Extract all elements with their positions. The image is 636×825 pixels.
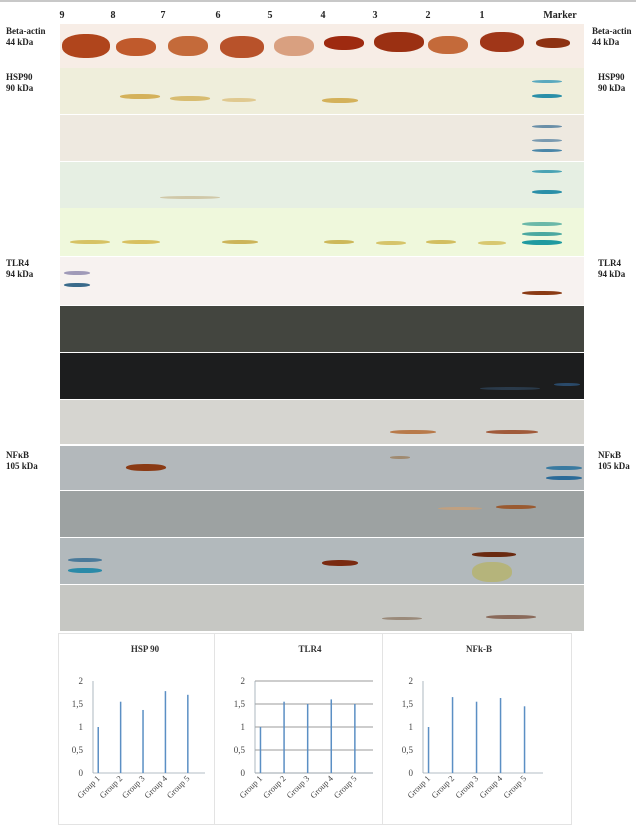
bar <box>187 694 189 773</box>
tlr4-label-left: TLR4 94 kDa <box>6 258 34 279</box>
y-tick-label: 0 <box>79 768 84 778</box>
lane-number: 1 <box>479 10 485 21</box>
blot-hsp90-2 <box>60 115 584 161</box>
chart-title: HSP 90 <box>131 644 160 654</box>
beta-actin-label-right: Beta-actin 44 kDa <box>592 26 632 47</box>
nfkb-label-left: NFκB 105 kDa <box>6 450 38 471</box>
chart-title: TLR4 <box>298 644 322 654</box>
y-tick-label: 2 <box>79 676 84 686</box>
blot-tlr4-dark-2 <box>60 353 584 399</box>
chart-title: NFk-B <box>466 644 492 654</box>
lane-number: 3 <box>372 10 378 21</box>
lane-number: 5 <box>267 10 273 21</box>
x-tick-label: Group 2 <box>97 773 124 800</box>
x-tick-label: Group 3 <box>120 773 147 800</box>
bar <box>499 698 502 773</box>
x-tick-label: Group 5 <box>332 773 359 800</box>
lane-number: 7 <box>160 10 166 21</box>
bar <box>97 727 99 773</box>
blot-tlr4 <box>60 257 584 305</box>
y-tick-label: 0,5 <box>72 745 84 755</box>
lane-number: 8 <box>110 10 116 21</box>
x-tick-label: Group 4 <box>142 773 169 800</box>
lane-number: 9 <box>59 10 65 21</box>
y-tick-label: 2 <box>241 676 246 686</box>
bar <box>259 727 262 773</box>
blot-nfkb-5 <box>60 585 584 631</box>
bar <box>283 701 285 773</box>
x-tick-label: Group 5 <box>501 773 528 800</box>
x-tick-label: Group 5 <box>165 773 192 800</box>
lane-number: 6 <box>215 10 221 21</box>
tlr4-label-right: TLR4 94 kDa <box>598 258 626 279</box>
blot-nfkb-1 <box>60 400 584 444</box>
hsp90-label-right: HSP90 90 kDa <box>598 72 626 93</box>
x-tick-label: Group 2 <box>429 773 456 800</box>
y-tick-label: 0,5 <box>234 745 246 755</box>
blot-nfkb-2 <box>60 446 584 490</box>
beta-actin-label-left: Beta-actin 44 kDa <box>6 26 46 47</box>
x-tick-label: Group 4 <box>477 773 504 800</box>
y-tick-label: 2 <box>409 676 414 686</box>
lane-number: 4 <box>320 10 326 21</box>
x-tick-label: Group 4 <box>308 773 335 800</box>
marker-label: Marker <box>543 10 577 21</box>
blot-hsp90-1 <box>60 68 584 114</box>
x-tick-label: Group 3 <box>284 773 311 800</box>
bar <box>475 701 478 773</box>
bar <box>306 704 309 773</box>
blot-tlr4-dark-1 <box>60 306 584 352</box>
y-tick-label: 0 <box>241 768 246 778</box>
y-tick-label: 1,5 <box>234 699 246 709</box>
bar <box>354 704 356 773</box>
x-tick-label: Group 2 <box>261 773 288 800</box>
blot-hsp90-4 <box>60 208 584 256</box>
x-tick-label: Group 3 <box>453 773 480 800</box>
y-tick-label: 1 <box>79 722 84 732</box>
chart-tlr4: TLR4 0 0,5 1 1,5 2 Group 1 Group 2 Group 3 Group … <box>214 633 384 825</box>
y-tick-label: 0,5 <box>402 745 414 755</box>
bar <box>119 701 122 773</box>
lane-number: 2 <box>425 10 431 21</box>
blot-hsp90-3 <box>60 162 584 208</box>
bar <box>142 709 144 773</box>
top-rule <box>0 0 636 2</box>
y-tick-label: 1 <box>409 722 414 732</box>
hsp90-label-left: HSP90 90 kDa <box>6 72 34 93</box>
bar <box>451 697 454 773</box>
y-tick-label: 0 <box>409 768 414 778</box>
y-tick-label: 1 <box>241 722 246 732</box>
blot-nfkb-3 <box>60 491 584 537</box>
chart-hsp90: HSP 90 0 0,5 1 1,5 2 Group 1 Group 2 Group 3 Grou… <box>58 633 216 825</box>
bar <box>164 691 167 773</box>
blot-nfkb-4 <box>60 538 584 584</box>
y-tick-label: 1,5 <box>402 699 414 709</box>
blot-beta-actin <box>60 24 584 68</box>
bar <box>523 706 526 773</box>
nfkb-label-right: NFκB 105 kDa <box>598 450 630 471</box>
chart-nfkb: NFk-B 0 0,5 1 1,5 2 Group 1 Group 2 Group 3 Group… <box>382 633 572 825</box>
bar <box>427 727 430 773</box>
y-tick-label: 1,5 <box>72 699 84 709</box>
bar <box>330 699 333 773</box>
